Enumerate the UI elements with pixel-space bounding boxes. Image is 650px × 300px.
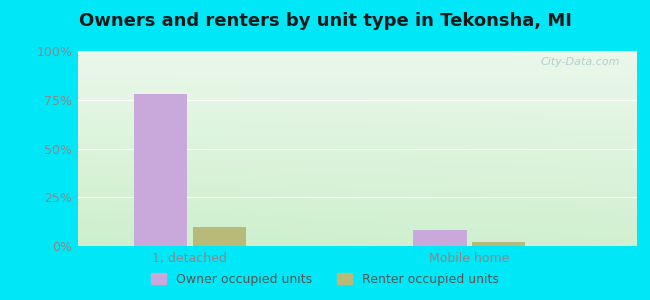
Legend: Owner occupied units, Renter occupied units: Owner occupied units, Renter occupied un… bbox=[146, 268, 504, 291]
Bar bbox=[413, 230, 467, 246]
Bar bbox=[472, 242, 525, 246]
Text: City-Data.com: City-Data.com bbox=[541, 57, 620, 67]
Bar bbox=[192, 226, 246, 246]
Text: Owners and renters by unit type in Tekonsha, MI: Owners and renters by unit type in Tekon… bbox=[79, 12, 571, 30]
Bar bbox=[134, 94, 187, 246]
